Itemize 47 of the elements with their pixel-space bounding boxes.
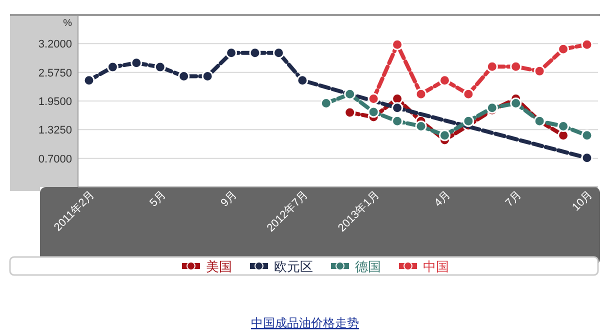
legend-label: 德国 [355,259,381,274]
x-tick-label: 4月 [432,188,453,210]
legend-label: 欧元区 [274,259,313,274]
y-tick-label: 1.9500 [38,96,72,108]
point [106,61,118,73]
y-tick-label: 0.7000 [38,153,72,166]
point [202,70,214,82]
point [344,106,356,118]
point [510,98,522,110]
y-tick-label: 1.3250 [38,124,72,137]
point [226,47,238,59]
point [392,102,404,114]
x-tick-label: 5月 [148,188,168,210]
x-tick-label: 9月 [218,188,240,210]
point [130,57,142,69]
point [415,120,427,132]
point [415,88,427,100]
point [249,47,261,59]
point [368,106,380,118]
point [272,47,284,59]
point [581,38,593,50]
y-tick-label: 3.2000 [38,38,72,51]
point [368,92,380,104]
point [438,130,450,142]
legend-label: 美国 [206,259,232,274]
y-axis-title: % [63,18,72,29]
point [581,130,593,142]
point [486,60,498,72]
x-tick-label: 7月 [503,188,524,210]
point [438,74,450,86]
point [510,60,522,72]
point [83,74,95,86]
point [534,65,546,77]
point [558,43,570,55]
point [392,38,404,50]
text: 中国成品油价格走势 [251,316,359,330]
point [296,74,308,86]
x-tick-label: 10月 [570,188,596,214]
legend-label: 中国 [423,259,449,274]
point [178,70,190,82]
point [462,115,474,127]
point [581,152,593,164]
point [392,115,404,127]
point [462,88,474,100]
point [154,61,166,73]
y-tick-label: 2.5750 [38,67,72,80]
point [344,88,356,100]
